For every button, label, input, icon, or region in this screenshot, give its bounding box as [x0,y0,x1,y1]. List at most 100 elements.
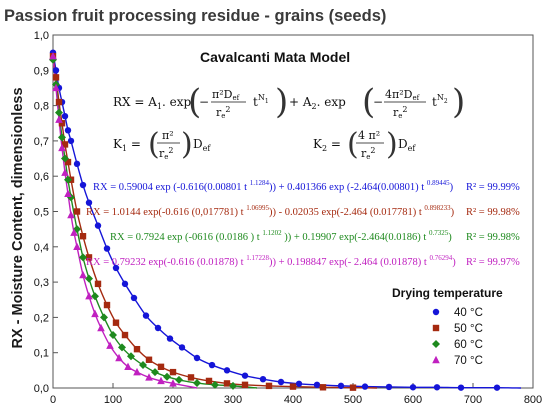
data-point-0 [103,245,111,252]
data-point-0 [385,383,393,391]
data-point-2 [127,352,135,361]
data-point-2 [55,108,63,117]
y-tick-label: 0,4 [34,242,49,254]
data-point-0 [361,383,369,390]
y-axis-label: RX - Moisture Content, dimensionless [10,87,26,348]
data-point-0 [154,324,162,332]
data-point-1 [73,208,81,215]
data-point-3 [85,292,93,300]
data-point-3 [52,83,60,92]
data-point-3 [169,379,177,387]
data-point-3 [124,362,132,371]
data-point-1 [169,368,177,376]
data-point-1 [133,345,141,353]
data-point-1 [61,141,69,148]
svg-text:π²: π² [162,129,174,142]
legend-label-2: 60 °C [454,339,483,351]
x-tick-label: 0 [50,394,56,406]
legend-marker-0 [432,308,440,316]
data-point-1 [205,377,213,385]
y-tick-label: 0,8 [34,101,49,113]
y-tick-label: 0,7 [34,136,49,148]
data-point-0 [295,380,303,387]
svg-text:4π²Def: 4π²Def [385,88,421,102]
svg-text:(: ( [347,127,359,162]
data-point-1 [55,98,63,106]
data-point-1 [157,363,165,371]
data-point-1 [85,254,93,261]
data-point-2 [229,381,237,390]
svg-text:re2: re2 [393,105,408,120]
svg-text:K1 =: K1 = [113,137,141,153]
svg-text:): ) [386,127,398,162]
legend-marker-2 [432,340,440,348]
data-point-1 [121,331,129,339]
x-tick-label: 700 [464,394,482,406]
data-point-0 [67,137,75,145]
data-point-0 [166,335,174,342]
data-point-0 [112,264,120,272]
data-point-1 [265,382,273,390]
data-point-3 [157,376,165,385]
data-point-0 [241,372,249,379]
data-point-3 [106,341,114,349]
legend-title: Drying temperature [392,286,503,300]
data-point-0 [259,375,267,383]
fit-equation-2: RX = 0.7924 exp (-0616 (0.0186 ) t 1.120… [110,229,452,243]
data-point-2 [151,368,159,377]
svg-text:Def: Def [193,137,211,153]
x-axis: 0 100 200 300 400 500 600 700 800 [50,383,542,406]
r2-value-3: R² = 99.97% [466,257,520,268]
data-point-2 [85,274,93,283]
data-point-0 [73,160,81,168]
data-point-1 [79,233,87,240]
data-point-2 [139,361,147,370]
y-axis: 0,0 0,1 0,2 0,3 0,4 0,5 0,6 0,7 0,8 0,9 1,0 [34,30,58,395]
model-name: Cavalcanti Mata Model [200,49,350,65]
data-point-0 [61,112,69,120]
data-point-3 [49,51,57,60]
data-point-1 [52,74,60,81]
svg-text:tN1: tN1 [253,93,269,109]
data-point-3 [55,115,63,123]
data-point-3 [70,228,78,236]
chart-title: Passion fruit processing residue - grain… [4,7,386,25]
r2-value-2: R² = 99.98% [466,232,520,243]
svg-text:): ) [275,82,288,122]
model-equation: RX = A1. exp ( − π²Def re2 tN1 ) + A2. e… [113,82,465,122]
svg-text:+ A2. exp: + A2. exp [289,95,346,111]
data-point-3 [58,143,66,152]
r2-value-1: R² = 99.98% [466,207,520,218]
x-tick-label: 300 [224,394,242,406]
data-point-3 [115,353,123,362]
data-point-0 [313,381,321,389]
k1-equation: K1 = ( π² re2 ) Def [113,127,211,162]
svg-text:K2 =: K2 = [313,137,341,153]
data-point-0 [79,181,87,189]
data-point-3 [67,210,75,219]
fit-equation-1: RX = 1.0144 exp(-0.616 (0,017781) t 1.06… [86,204,455,218]
data-point-0 [94,222,102,229]
data-point-0 [52,67,60,74]
data-point-3 [64,189,72,198]
data-point-2 [64,175,72,184]
data-point-3 [97,323,105,332]
data-point-2 [163,372,171,381]
data-point-0 [433,384,441,391]
svg-text:re2: re2 [216,105,231,120]
y-tick-label: 0,3 [34,277,49,289]
data-point-1 [64,158,72,166]
y-tick-label: 0,5 [34,207,49,219]
data-point-2 [193,379,201,388]
data-point-1 [349,384,357,391]
model-box: Cavalcanti Mata Model RX = A1. exp ( − π… [113,49,465,162]
fit-equation-3: RX = 0.79232 exp(-0.616 (0.01878) t 1.17… [86,254,456,268]
data-point-0 [223,367,231,374]
svg-text:(: ( [148,127,160,162]
data-point-2 [109,331,117,340]
data-point-1 [112,319,120,326]
y-tick-label: 0,6 [34,171,49,183]
y-tick-label: 0,2 [34,312,49,324]
legend-label-0: 40 °C [454,307,483,319]
